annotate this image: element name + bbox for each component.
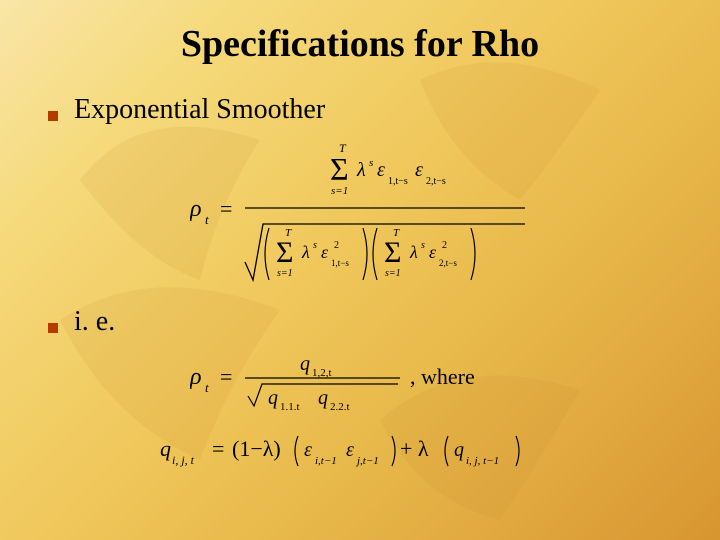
svg-text:λ: λ xyxy=(409,242,418,262)
f2-where: , where xyxy=(410,364,475,389)
svg-text:s: s xyxy=(313,240,317,251)
f1-num-eps1: ε xyxy=(377,159,385,181)
svg-text:2,2,t: 2,2,t xyxy=(330,401,350,410)
svg-text:q: q xyxy=(160,436,171,461)
svg-text:2: 2 xyxy=(334,240,339,251)
svg-text:j,t−1: j,t−1 xyxy=(355,455,379,467)
svg-text:s=1: s=1 xyxy=(385,268,401,279)
svg-text:Σ: Σ xyxy=(276,236,293,269)
svg-text:s=1: s=1 xyxy=(331,185,348,197)
svg-text:s=1: s=1 xyxy=(277,268,293,279)
f1-lhs-var: ρ xyxy=(190,196,202,222)
svg-text:ε: ε xyxy=(321,242,329,262)
svg-text:t: t xyxy=(205,380,209,395)
svg-text:=: = xyxy=(220,364,232,389)
bullet-1-text: Exponential Smoother xyxy=(74,94,325,126)
formula-1: ρ t = T Σ s=1 λ s ε 1,t−s ε 2,t−s xyxy=(48,136,672,286)
svg-text:2,t−s: 2,t−s xyxy=(439,258,457,268)
svg-text:s: s xyxy=(421,240,425,251)
svg-text:1,1,t: 1,1,t xyxy=(280,401,300,410)
bullet-2-marker xyxy=(48,323,58,333)
formula-2: ρ t = q 1,2,t q 1,1,t q 2,2,t , where xyxy=(48,348,672,410)
f1-num-eps2-sub: 2,t−s xyxy=(426,176,446,187)
svg-text:2: 2 xyxy=(442,240,447,251)
f1-lhs-sub: t xyxy=(205,212,209,227)
svg-text:Σ: Σ xyxy=(330,151,349,187)
svg-text:i, j, t−1: i, j, t−1 xyxy=(466,455,499,467)
svg-text:Σ: Σ xyxy=(384,236,401,269)
svg-text:=: = xyxy=(220,196,232,221)
f1-num-eps2: ε xyxy=(415,159,423,181)
svg-text:ε: ε xyxy=(304,439,312,461)
svg-text:=: = xyxy=(212,436,224,461)
svg-text:i,t−1: i,t−1 xyxy=(315,455,337,467)
slide-title: Specifications for Rho xyxy=(48,22,672,66)
svg-text:i, j, t: i, j, t xyxy=(172,453,195,467)
svg-text:λ: λ xyxy=(301,242,310,262)
svg-text:λ: λ xyxy=(356,159,366,181)
svg-text:+ λ: + λ xyxy=(400,436,429,461)
slide-content: Specifications for Rho Exponential Smoot… xyxy=(0,0,720,472)
bullet-2: i. e. xyxy=(48,306,672,338)
svg-text:1,t−s: 1,t−s xyxy=(331,258,349,268)
svg-text:(1−λ): (1−λ) xyxy=(232,436,281,461)
formula-3: q i, j, t = (1−λ) ε i,t−1 ε j,t−1 + λ q … xyxy=(48,430,672,472)
svg-text:q: q xyxy=(268,387,278,409)
svg-text:q: q xyxy=(454,439,464,461)
svg-text:ρ: ρ xyxy=(190,364,202,390)
svg-text:q: q xyxy=(318,387,328,409)
f1-num-lexp: s xyxy=(369,157,373,169)
svg-text:1,2,t: 1,2,t xyxy=(312,367,332,379)
svg-text:q: q xyxy=(300,353,310,375)
svg-text:ε: ε xyxy=(429,242,437,262)
svg-text:ε: ε xyxy=(346,439,354,461)
bullet-2-text: i. e. xyxy=(74,306,115,338)
f1-num-eps1-sub: 1,t−s xyxy=(388,176,408,187)
bullet-1-marker xyxy=(48,111,58,121)
bullet-1: Exponential Smoother xyxy=(48,94,672,126)
